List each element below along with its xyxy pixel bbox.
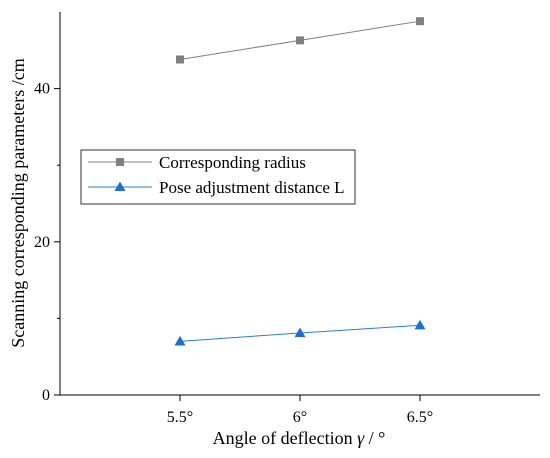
y-tick-label-0: 0 (42, 387, 50, 404)
x-tick-label-0: 5.5° (167, 409, 193, 426)
x-axis-title-suffix: / ° (364, 428, 385, 448)
y-axis-title: Scanning corresponding parameters /cm (8, 58, 28, 347)
legend-marker-triangle (114, 181, 126, 191)
data-point-s0-0 (176, 55, 184, 64)
x-axis-title-symbol: γ (357, 428, 365, 448)
legend: Corresponding radius Pose adjustment dis… (80, 149, 356, 205)
x-tick-label-2: 6.5° (407, 409, 433, 426)
legend-label-distance: Pose adjustment distance L (159, 178, 345, 197)
x-tick-label-1: 6° (293, 409, 307, 426)
x-ticks: 5.5° 6° 6.5° (167, 395, 433, 426)
data-point-s0-1 (296, 36, 304, 45)
legend-label-radius: Corresponding radius (159, 153, 306, 172)
data-point-s1-0 (174, 335, 186, 346)
x-axis-title: Angle of deflection γ / ° (213, 428, 386, 448)
legend-marker-square (116, 158, 124, 166)
y-tick-label-40: 40 (34, 81, 50, 98)
data-point-s0-2 (416, 17, 424, 26)
data-point-s1-2 (414, 319, 426, 330)
data-point-s1-1 (294, 327, 306, 338)
series-layer (174, 17, 426, 346)
x-axis-title-prefix: Angle of deflection (213, 428, 357, 448)
y-ticks: 0 20 40 (34, 81, 60, 404)
y-tick-label-20: 20 (34, 234, 50, 251)
legend-box (80, 149, 356, 205)
